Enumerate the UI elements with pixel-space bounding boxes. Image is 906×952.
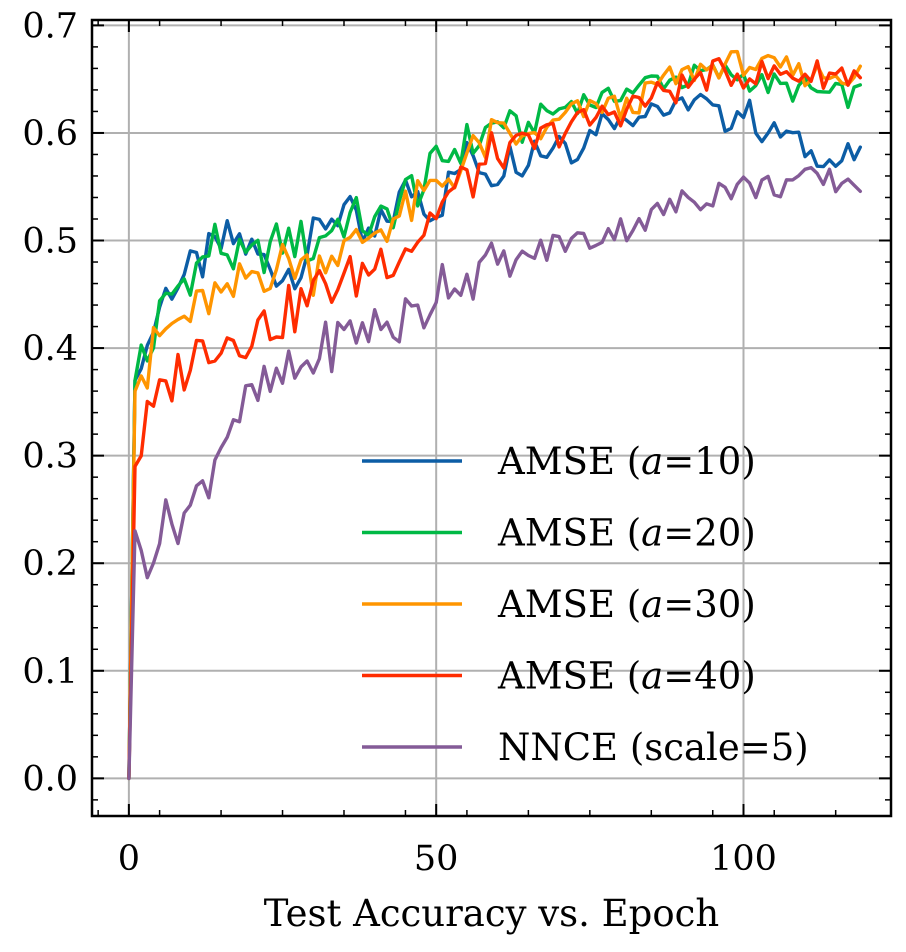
x-tick-label: 0 xyxy=(118,839,140,879)
y-tick-label: 0.7 xyxy=(22,6,78,46)
series-line-3 xyxy=(127,49,862,781)
x-tick-labels: 0 50 100 xyxy=(118,839,777,879)
y-tick-label: 0.0 xyxy=(22,759,78,799)
legend-label: AMSE (a=40) xyxy=(497,655,756,698)
x-tick-label: 50 xyxy=(414,839,459,879)
legend-entry-3: AMSE (a=30) xyxy=(362,583,756,626)
legend: AMSE (a=10) AMSE (a=20) AMSE (a=30) AMSE (a… xyxy=(362,440,809,769)
legend-label: NNCE (scale=5) xyxy=(498,726,809,769)
legend-entry-2: AMSE (a=20) xyxy=(362,512,756,555)
legend-entry-5: NNCE (scale=5) xyxy=(362,726,809,769)
series-line-5 xyxy=(127,165,862,781)
axis-ticks xyxy=(92,20,891,816)
legend-label: AMSE (a=10) xyxy=(497,440,756,483)
legend-label: AMSE (a=30) xyxy=(497,583,756,626)
y-tick-label: 0.4 xyxy=(22,329,78,369)
grid-lines xyxy=(92,20,891,816)
x-tick-label: 100 xyxy=(710,839,777,879)
series-line-4 xyxy=(127,57,862,781)
y-tick-label: 0.3 xyxy=(22,437,78,477)
legend-entry-4: AMSE (a=40) xyxy=(362,655,756,698)
y-tick-label: 0.1 xyxy=(22,652,78,692)
y-tick-label: 0.5 xyxy=(22,222,78,262)
plot-frame xyxy=(90,18,893,818)
series-line-1 xyxy=(127,92,862,781)
x-axis-label: Test Accuracy vs. Epoch xyxy=(264,892,719,935)
y-tick-labels: 0.0 0.1 0.2 0.3 0.4 0.5 0.6 0.7 xyxy=(22,6,78,799)
legend-label: AMSE (a=20) xyxy=(497,512,756,555)
y-tick-label: 0.6 xyxy=(22,114,78,154)
series-lines xyxy=(127,49,862,781)
y-tick-label: 0.2 xyxy=(22,544,78,584)
legend-entry-1: AMSE (a=10) xyxy=(362,440,756,483)
